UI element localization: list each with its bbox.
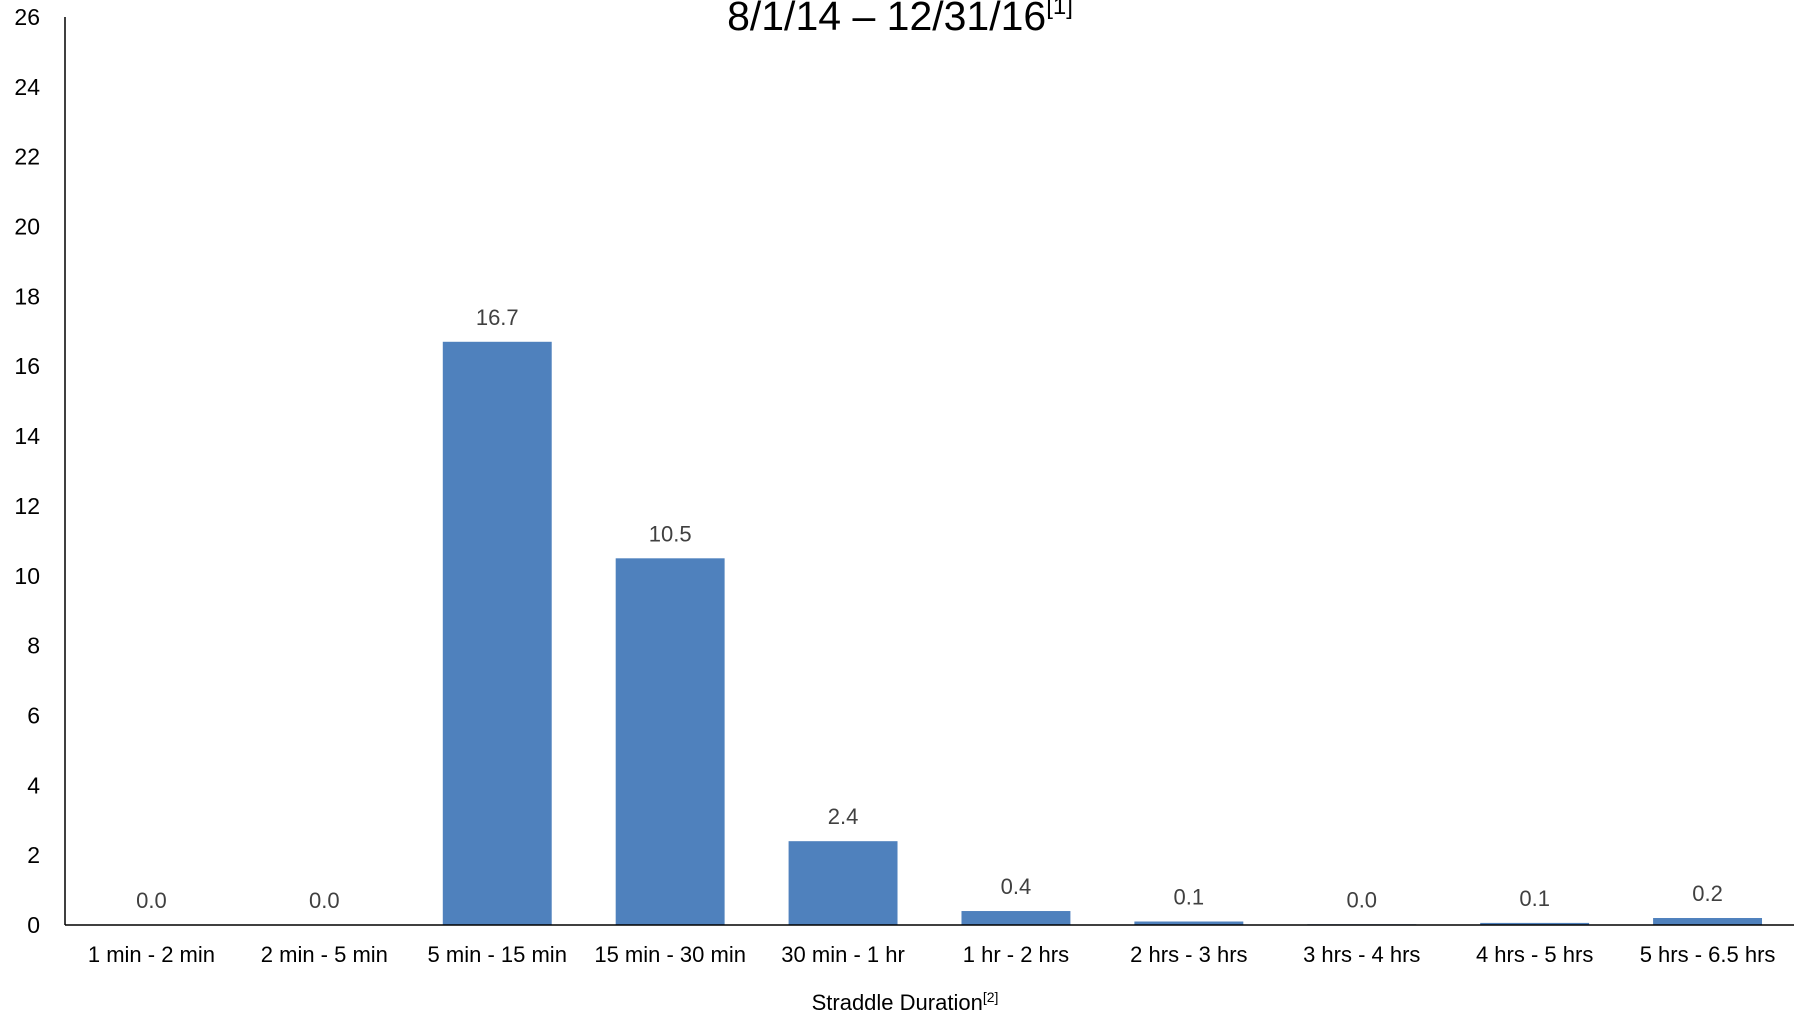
y-tick-label: 20 xyxy=(14,214,40,240)
y-tick-label: 18 xyxy=(14,283,40,309)
y-tick-label: 16 xyxy=(14,353,40,379)
value-label: 0.2 xyxy=(1692,881,1723,906)
bar xyxy=(1653,918,1763,925)
x-label-note: [2] xyxy=(983,989,999,1005)
x-tick-label: 2 hrs - 3 hrs xyxy=(1130,942,1247,967)
x-tick-label: 2 min - 5 min xyxy=(261,942,388,967)
y-tick-label: 2 xyxy=(27,842,40,868)
value-label: 0.0 xyxy=(136,888,167,913)
bar xyxy=(961,911,1071,925)
bar xyxy=(442,341,552,925)
value-label: 0.0 xyxy=(309,888,340,913)
chart-title: 8/1/14 – 12/31/16[1] xyxy=(727,0,1073,39)
y-tick-label: 0 xyxy=(27,912,40,938)
y-tick-label: 22 xyxy=(14,144,40,170)
x-tick-label: 4 hrs - 5 hrs xyxy=(1476,942,1593,967)
x-tick-label: 1 hr - 2 hrs xyxy=(963,942,1069,967)
y-tick-label: 10 xyxy=(14,563,40,589)
value-label: 0.0 xyxy=(1346,887,1377,912)
value-label: 10.5 xyxy=(649,521,692,546)
bar xyxy=(1134,921,1244,925)
value-label: 0.1 xyxy=(1519,886,1550,911)
x-tick-label: 3 hrs - 4 hrs xyxy=(1303,942,1420,967)
x-tick-label: 1 min - 2 min xyxy=(88,942,215,967)
value-label: 16.7 xyxy=(476,305,519,330)
x-tick-label: 15 min - 30 min xyxy=(594,942,746,967)
y-tick-label: 14 xyxy=(14,423,40,449)
x-tick-label: 5 min - 15 min xyxy=(428,942,567,967)
y-tick-label: 12 xyxy=(14,493,40,519)
y-tick-label: 26 xyxy=(14,4,40,30)
y-tick-label: 24 xyxy=(14,74,40,100)
y-tick-label: 4 xyxy=(27,772,40,798)
title-note: [1] xyxy=(1046,0,1073,20)
y-tick-label: 8 xyxy=(27,633,40,659)
value-label: 0.4 xyxy=(1001,874,1032,899)
bar xyxy=(788,841,898,925)
bar xyxy=(1480,922,1590,925)
x-label-text: Straddle Duration xyxy=(812,990,983,1015)
x-tick-label: 30 min - 1 hr xyxy=(781,942,905,967)
y-tick-label: 6 xyxy=(27,702,40,728)
x-axis-label: Straddle Duration[2] xyxy=(812,989,999,1015)
value-label: 2.4 xyxy=(828,804,859,829)
x-tick-label: 5 hrs - 6.5 hrs xyxy=(1640,942,1776,967)
bar xyxy=(615,558,725,925)
value-label: 0.1 xyxy=(1174,885,1205,910)
title-text: 8/1/14 – 12/31/16 xyxy=(727,0,1046,39)
